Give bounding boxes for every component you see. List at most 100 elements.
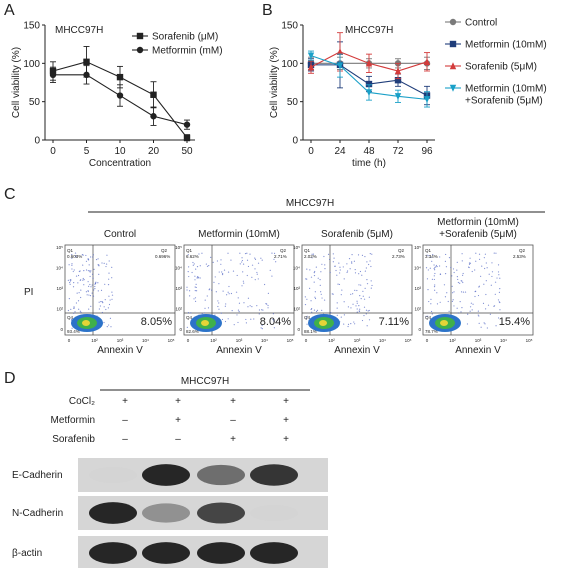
x-tick-label: 48 <box>363 146 375 157</box>
event-dot <box>436 265 438 268</box>
wb-sign: + <box>283 434 289 445</box>
event-dot <box>431 313 433 315</box>
event-dot <box>491 262 493 264</box>
event-dot <box>338 262 340 264</box>
x-tick-label: 50 <box>181 146 193 157</box>
event-dot <box>445 253 447 256</box>
y-tick-label: 10² <box>414 307 421 312</box>
event-dot <box>346 271 348 273</box>
event-dot <box>105 263 108 265</box>
data-point <box>336 62 344 70</box>
event-dot <box>494 281 497 283</box>
event-dot <box>498 291 501 293</box>
event-dot <box>497 264 500 266</box>
event-dot <box>227 318 229 320</box>
x-tick-label: 0 <box>305 338 308 343</box>
event-dot <box>236 314 238 316</box>
event-dot <box>232 270 235 272</box>
population-peak <box>82 320 90 326</box>
event-dot <box>316 309 319 311</box>
legend-marker <box>449 84 457 92</box>
event-dot <box>313 309 316 311</box>
event-dot <box>72 286 75 288</box>
event-dot <box>469 306 472 308</box>
event-dot <box>92 256 94 258</box>
event-dot <box>483 283 485 285</box>
event-dot <box>436 303 439 305</box>
y-tick-label: 10⁵ <box>56 245 63 250</box>
event-dot <box>306 315 308 317</box>
event-dot <box>230 259 232 261</box>
data-point <box>423 96 431 104</box>
event-dot <box>218 271 220 273</box>
event-dot <box>93 289 95 291</box>
event-dot <box>349 268 351 270</box>
event-dot <box>193 298 195 300</box>
event-dot <box>430 303 432 305</box>
event-dot <box>275 261 277 263</box>
event-dot <box>241 257 243 259</box>
wb-sign: + <box>175 415 181 426</box>
event-dot <box>430 256 432 259</box>
event-dot <box>88 270 91 272</box>
event-dot <box>481 265 483 267</box>
event-dot <box>356 300 358 302</box>
event-dot <box>251 264 254 266</box>
event-dot <box>85 291 87 293</box>
event-dot <box>95 281 97 283</box>
event-dot <box>189 295 191 297</box>
event-dot <box>85 260 88 262</box>
data-point <box>307 52 315 60</box>
event-dot <box>354 289 356 291</box>
event-dot <box>471 309 473 311</box>
wb-condition-label: CoCl₂ <box>69 396 95 407</box>
event-dot <box>196 277 198 279</box>
event-dot <box>69 281 71 284</box>
event-dot <box>314 291 316 293</box>
event-dot <box>194 300 197 303</box>
legend-label: Sorafenib (μM) <box>152 32 218 43</box>
event-dot <box>239 263 241 265</box>
event-dot <box>498 301 500 303</box>
apoptosis-percentage: 7.11% <box>379 316 410 328</box>
event-dot <box>433 264 435 266</box>
event-dot <box>87 281 89 283</box>
x-tick-label: 10 <box>114 146 126 157</box>
wb-band <box>142 464 190 486</box>
annexin-axis-label: Annexin V <box>216 345 262 356</box>
event-dot <box>311 253 313 255</box>
event-dot <box>363 298 366 300</box>
event-dot <box>425 315 427 317</box>
event-dot <box>251 276 253 278</box>
x-tick-label: 10³ <box>236 338 243 343</box>
event-dot <box>467 313 469 315</box>
event-dot <box>106 325 108 328</box>
event-dot <box>339 272 341 274</box>
event-dot <box>320 271 322 273</box>
event-dot <box>194 286 196 288</box>
event-dot <box>220 312 222 314</box>
event-dot <box>101 301 103 303</box>
event-dot <box>428 300 430 303</box>
event-dot <box>434 269 436 271</box>
event-dot <box>354 323 356 325</box>
wb-band <box>89 466 137 484</box>
event-dot <box>111 277 113 279</box>
event-dot <box>208 265 210 267</box>
event-dot <box>364 287 366 289</box>
y-tick-label: 100 <box>281 59 298 70</box>
event-dot <box>187 312 190 314</box>
event-dot <box>495 252 497 254</box>
event-dot <box>101 262 103 264</box>
event-dot <box>358 273 360 275</box>
q2-value: 2.53% <box>513 254 526 259</box>
event-dot <box>460 291 463 293</box>
event-dot <box>88 285 90 287</box>
event-dot <box>323 255 325 258</box>
x-tick-label: 0 <box>308 146 314 157</box>
event-dot <box>246 252 248 254</box>
event-dot <box>261 259 263 261</box>
event-dot <box>312 253 315 255</box>
population-peak <box>201 320 209 326</box>
x-tick-label: 10² <box>91 338 98 343</box>
